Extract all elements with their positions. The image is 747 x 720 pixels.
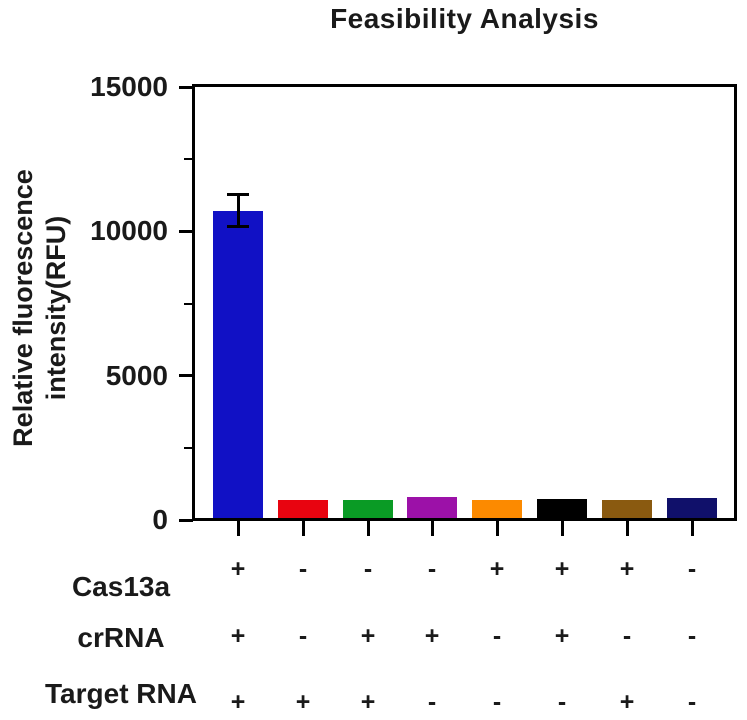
plot-area <box>192 84 737 521</box>
condition-sign-r2-c1: + <box>230 622 246 650</box>
condition-sign-r3-c7: + <box>619 688 635 716</box>
bar-black <box>537 499 587 518</box>
condition-sign-r1-c4: - <box>427 555 437 583</box>
condition-sign-r3-c6: - <box>557 688 567 716</box>
condition-sign-r1-c5: + <box>489 555 505 583</box>
error-bar-top-cap-1 <box>227 193 249 197</box>
y-axis-label-line2: intensity(RFU) <box>41 215 71 401</box>
condition-sign-r3-c1: + <box>230 688 246 716</box>
bar-green <box>343 500 393 518</box>
condition-sign-r3-c3: + <box>360 688 376 716</box>
condition-sign-r2-c6: + <box>554 622 570 650</box>
error-bar-line-1 <box>236 193 240 228</box>
condition-row-label-target-rna: Target RNA <box>45 678 197 709</box>
condition-sign-r2-c5: - <box>492 622 502 650</box>
y-tick-mark-0 <box>179 518 193 522</box>
y-tick-label-15000: 15000 <box>90 71 168 102</box>
y-minor-tick-mark-12500 <box>184 158 193 161</box>
condition-sign-r3-c2: + <box>295 688 311 716</box>
y-minor-tick-mark-2500 <box>184 446 193 449</box>
y-tick-label-0: 0 <box>152 504 168 535</box>
condition-sign-r1-c8: - <box>687 555 697 583</box>
bar-red <box>278 500 328 518</box>
bar-orange <box>472 500 522 518</box>
y-axis-label-line1: Relative fluorescence <box>8 169 38 447</box>
condition-sign-r3-c8: - <box>687 688 697 716</box>
y-minor-tick-mark-7500 <box>184 302 193 305</box>
condition-sign-r1-c7: + <box>619 555 635 583</box>
bar-navy <box>667 498 717 518</box>
y-tick-label-10000: 10000 <box>90 215 168 247</box>
condition-sign-r1-c3: - <box>363 555 373 583</box>
y-tick-mark-15000 <box>179 85 193 89</box>
condition-row-label-crrna: crRNA <box>77 622 165 653</box>
condition-row-label-cas13a: Cas13a <box>71 571 171 602</box>
condition-sign-r1-c2: - <box>298 555 308 583</box>
condition-sign-r3-c4: - <box>427 688 437 716</box>
x-tick-mark-2 <box>301 521 305 536</box>
chart-title: Feasibility Analysis <box>330 3 599 34</box>
condition-sign-r2-c3: + <box>360 622 376 650</box>
y-axis-label: Relative fluorescence intensity(RFU) <box>7 169 73 447</box>
x-tick-mark-6 <box>560 521 564 536</box>
x-tick-mark-5 <box>495 521 499 536</box>
condition-sign-r2-c7: - <box>622 622 632 650</box>
condition-sign-r2-c2: - <box>298 622 308 650</box>
error-bar-bottom-cap-1 <box>227 224 249 228</box>
bar-brown <box>602 500 652 518</box>
condition-sign-r3-c5: - <box>492 688 502 716</box>
bar-blue <box>213 211 263 518</box>
bar-purple <box>407 497 457 518</box>
y-tick-label-5000: 5000 <box>105 359 168 391</box>
y-tick-mark-10000 <box>179 229 193 233</box>
condition-sign-r1-c1: + <box>230 555 246 583</box>
x-tick-mark-1 <box>236 521 240 536</box>
condition-sign-r2-c8: - <box>687 622 697 650</box>
x-tick-mark-3 <box>366 521 370 536</box>
condition-sign-r1-c6: + <box>554 555 570 583</box>
y-tick-mark-5000 <box>179 374 193 378</box>
x-tick-mark-8 <box>690 521 694 536</box>
x-tick-mark-4 <box>430 521 434 536</box>
x-tick-mark-7 <box>625 521 629 536</box>
condition-sign-r2-c4: + <box>424 622 440 650</box>
